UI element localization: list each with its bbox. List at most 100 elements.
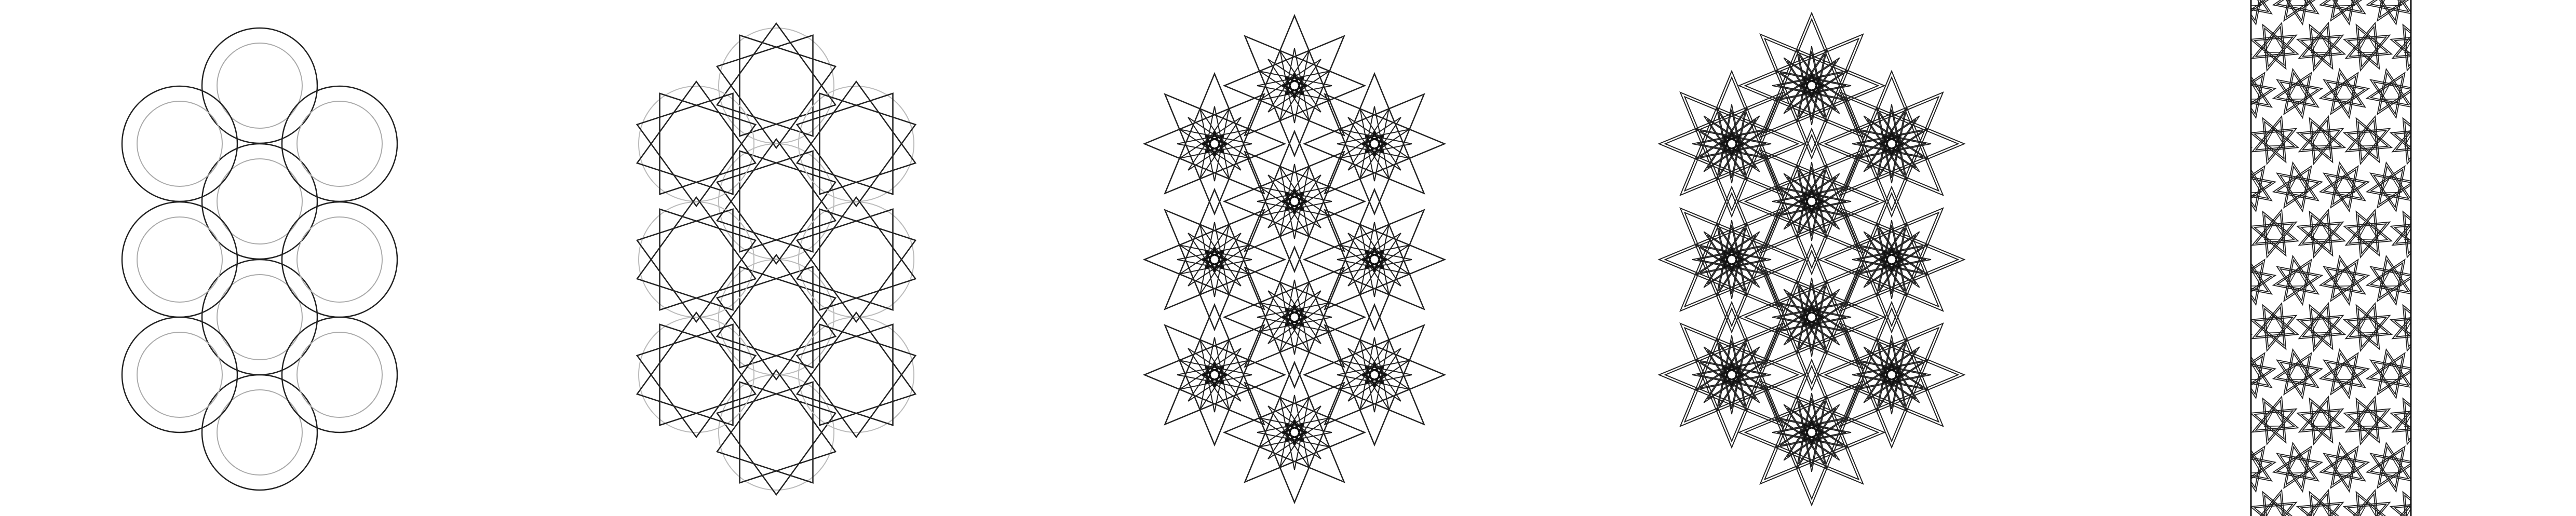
strip-line	[2393, 307, 2411, 348]
star	[1302, 187, 1447, 332]
strip-line	[2251, 208, 2300, 259]
star	[636, 80, 757, 208]
guide-circle	[217, 274, 303, 360]
strip-line	[2287, 0, 2309, 7]
rosette-core	[1201, 361, 1228, 388]
strip-line	[2365, 254, 2411, 306]
star	[1142, 303, 1287, 447]
band-line	[1692, 220, 1772, 300]
star	[716, 22, 837, 150]
strip-line	[2253, 306, 2296, 348]
strip-line	[2365, 161, 2411, 213]
strip-line	[2300, 399, 2342, 442]
rosette-core	[1798, 304, 1825, 331]
band-line	[1852, 220, 1932, 300]
circle	[121, 316, 238, 433]
strip-line	[2263, 34, 2285, 53]
rosette-core	[1878, 361, 1905, 388]
rosette-core	[1798, 419, 1825, 446]
strip-line	[2300, 306, 2342, 348]
rosette-core	[1281, 188, 1308, 215]
strip-line	[2393, 120, 2411, 161]
guide-circle	[137, 332, 223, 418]
rosette	[1257, 164, 1332, 239]
strip-line	[2251, 362, 2262, 380]
strip-line	[2296, 115, 2346, 166]
panel-rosettes	[1142, 13, 1447, 505]
strip-line	[2253, 212, 2296, 255]
strip-line	[2287, 455, 2309, 474]
band-line	[1817, 70, 1966, 218]
strip-line	[2287, 268, 2309, 287]
strip-line	[2389, 397, 2411, 446]
strip-line	[2404, 227, 2411, 240]
strip-line	[2357, 34, 2379, 53]
strip-line	[2380, 455, 2402, 474]
strip-line	[2342, 115, 2393, 166]
star	[716, 138, 837, 265]
strip-line	[2272, 67, 2324, 119]
strip-line	[2296, 395, 2346, 446]
strip-line	[2359, 501, 2377, 516]
strip-line	[2346, 399, 2389, 442]
band-line	[1824, 76, 1960, 212]
panel-circles	[121, 27, 398, 491]
rosette	[1177, 222, 1252, 297]
strip-line	[2342, 208, 2393, 259]
rosette-core	[1718, 130, 1745, 157]
circle	[201, 374, 318, 491]
strip-line	[2334, 0, 2355, 7]
strip-line	[2263, 221, 2285, 240]
band-line	[1664, 192, 1800, 328]
band-line	[1737, 243, 1886, 391]
strip-line	[2287, 174, 2309, 194]
guide-circle	[798, 317, 914, 433]
star	[1222, 245, 1367, 389]
strip-line	[2251, 175, 2262, 193]
band-line	[1692, 104, 1772, 184]
strip-line	[2313, 501, 2330, 516]
guide-circle	[217, 158, 303, 245]
strip-line	[2296, 488, 2344, 516]
strip-line	[2342, 395, 2393, 446]
band-line	[1852, 104, 1932, 184]
rosette-core	[1361, 246, 1388, 273]
strip-line	[2380, 361, 2402, 381]
strip-line	[2393, 401, 2411, 442]
band-line	[1744, 133, 1880, 269]
rosette-core	[1878, 130, 1905, 157]
rosette-core	[1718, 361, 1745, 388]
rosette	[1337, 222, 1412, 297]
band-line	[1772, 161, 1852, 241]
strip-line	[2334, 361, 2355, 381]
rosette-core	[1361, 361, 1388, 388]
guide-circle	[296, 216, 383, 303]
strip-line	[2300, 493, 2341, 516]
rosette	[1337, 337, 1412, 413]
strip-line	[2251, 21, 2300, 72]
strip-line	[2300, 25, 2342, 68]
band-line	[1772, 277, 1852, 357]
band-line	[1772, 392, 1852, 472]
star	[795, 80, 917, 208]
star	[1222, 129, 1367, 274]
star	[1222, 360, 1367, 505]
strip-line	[2310, 221, 2332, 240]
strip-line	[2318, 348, 2370, 400]
guide-circle	[296, 332, 383, 418]
strip-line	[2318, 441, 2370, 493]
strip-line	[2404, 134, 2411, 147]
strip-line	[2318, 161, 2370, 213]
star	[1302, 72, 1447, 216]
band-line	[1664, 76, 1800, 212]
rosette	[1177, 106, 1252, 182]
strip-line	[2357, 315, 2379, 334]
strip-line	[2365, 348, 2411, 400]
panel-strip	[2251, 0, 2411, 516]
rosette-core	[1718, 246, 1745, 273]
strip-line	[2296, 21, 2346, 72]
band-line	[1824, 307, 1960, 443]
strip-line	[2253, 399, 2296, 442]
strip-line	[2251, 0, 2262, 6]
